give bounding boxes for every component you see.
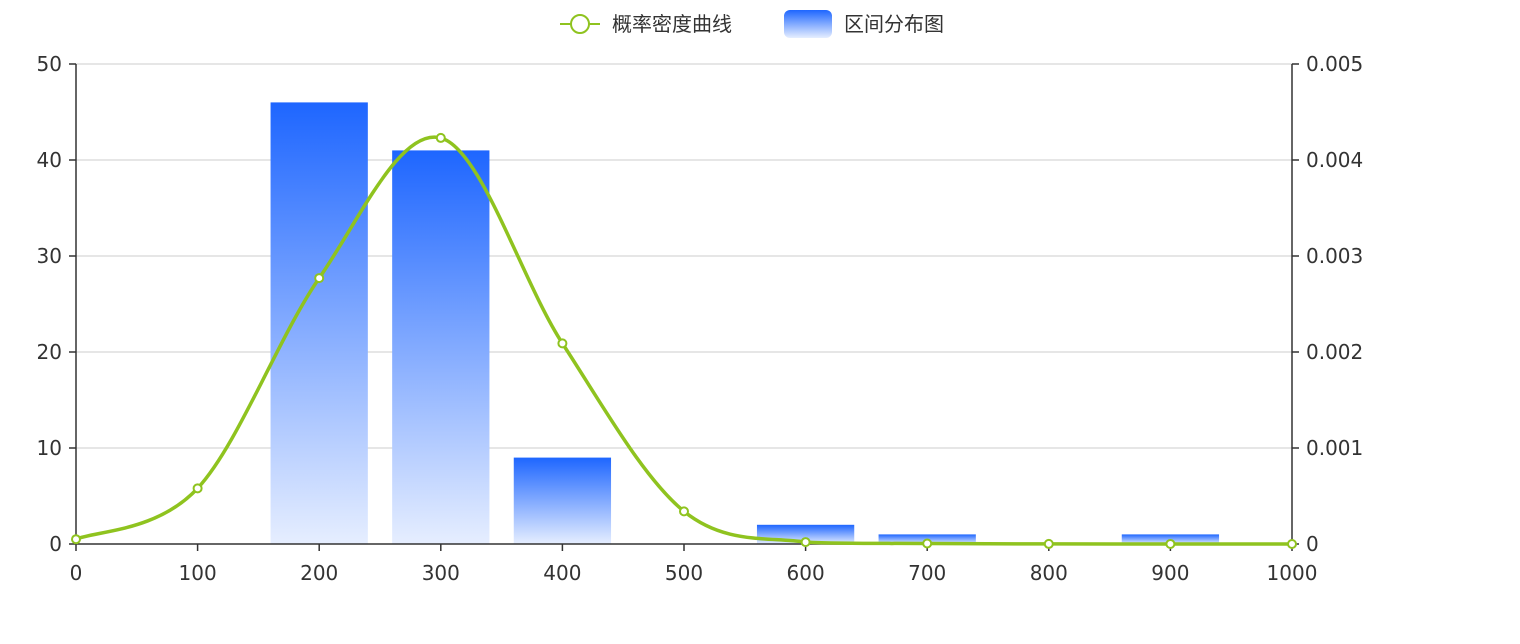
axes <box>75 64 1293 545</box>
y-right-tick-label: 0 <box>1306 532 1319 556</box>
y-right-tick-label: 0.002 <box>1306 340 1363 364</box>
y-left-tick-label: 0 <box>49 532 62 556</box>
y-right-tick-label: 0.003 <box>1306 244 1363 268</box>
y-left-tick-label: 50 <box>37 52 62 76</box>
x-tick-label: 600 <box>787 561 825 585</box>
density-curve-point <box>800 537 811 548</box>
y-right-tick-label: 0.004 <box>1306 148 1363 172</box>
y-right-tick-label: 0.005 <box>1306 52 1363 76</box>
legend[interactable]: 概率密度曲线 区间分布图 <box>560 10 944 38</box>
x-tick-label: 0 <box>70 561 83 585</box>
histogram-bar <box>270 102 368 545</box>
x-tick-label: 900 <box>1151 561 1189 585</box>
y-right-tick-label: 0.001 <box>1306 436 1363 460</box>
density-curve-point <box>314 273 325 284</box>
x-tick-label: 100 <box>179 561 217 585</box>
x-tick-label: 1000 <box>1267 561 1318 585</box>
histogram-bar <box>513 457 612 544</box>
density-curve-point <box>1043 538 1054 549</box>
histogram-bar <box>392 150 490 544</box>
legend-label-interval-distribution: 区间分布图 <box>844 12 944 36</box>
legend-bar-swatch <box>784 10 832 38</box>
x-tick-label: 300 <box>422 561 460 585</box>
y-left-tick-label: 30 <box>37 244 62 268</box>
legend-item-interval-distribution[interactable]: 区间分布图 <box>784 10 944 38</box>
density-curve-point <box>1165 538 1176 549</box>
density-curve-point <box>922 538 933 549</box>
bar-series <box>270 102 1220 545</box>
x-tick-label: 400 <box>543 561 581 585</box>
density-curve-point <box>435 132 446 143</box>
density-curve-point <box>71 534 81 545</box>
x-tick-label: 700 <box>908 561 946 585</box>
y-left-tick-label: 10 <box>37 436 62 460</box>
density-curve-point <box>679 506 689 517</box>
density-curve-point <box>1287 539 1297 549</box>
x-tick-label: 800 <box>1030 561 1068 585</box>
density-curve-line <box>75 135 1293 546</box>
axis-ticks: 0 100 200 300 400 500 600 700 800 900 100001020304… <box>37 52 1364 585</box>
density-curve-point <box>192 483 203 494</box>
legend-item-density-curve[interactable]: 概率密度曲线 <box>560 12 732 36</box>
density-line-series <box>71 132 1297 549</box>
x-tick-label: 200 <box>300 561 338 585</box>
legend-circle-swatch <box>570 14 590 34</box>
y-left-tick-label: 40 <box>37 148 62 172</box>
y-left-tick-label: 20 <box>37 340 62 364</box>
x-tick-label: 500 <box>665 561 703 585</box>
legend-label-density-curve: 概率密度曲线 <box>612 12 732 36</box>
density-curve-point <box>557 338 568 349</box>
